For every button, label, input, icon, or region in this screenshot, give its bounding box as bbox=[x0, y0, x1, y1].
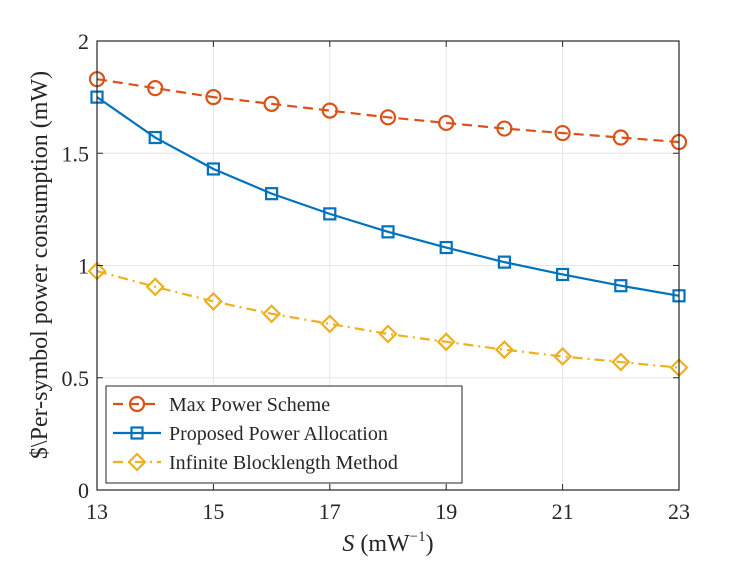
data-point bbox=[497, 255, 511, 269]
data-point bbox=[496, 120, 513, 137]
data-point bbox=[614, 279, 628, 293]
x-tick-label: 13 bbox=[86, 499, 108, 524]
data-point bbox=[262, 304, 282, 324]
legend-marker bbox=[128, 395, 146, 413]
legend-marker bbox=[130, 426, 144, 440]
tick-labels: 13 15 17 19 21 23 0 0.5 1 1.5 2 bbox=[62, 29, 691, 524]
legend-label: Proposed Power Allocation bbox=[169, 423, 388, 445]
data-point bbox=[554, 124, 571, 142]
data-point bbox=[323, 207, 337, 221]
y-tick-label: 0.5 bbox=[62, 366, 90, 391]
data-point bbox=[438, 114, 455, 132]
x-axis-label-close: ) bbox=[426, 531, 434, 557]
series-line bbox=[96, 96, 680, 297]
data-point bbox=[553, 346, 573, 366]
legend-marker bbox=[127, 452, 147, 472]
y-tick-label: 1.5 bbox=[62, 141, 90, 166]
data-point bbox=[612, 129, 629, 146]
data-point bbox=[145, 277, 165, 297]
data-point bbox=[203, 291, 223, 311]
x-axis-label-exp: −1 bbox=[410, 529, 426, 545]
x-tick-label: 21 bbox=[552, 499, 574, 524]
data-point bbox=[206, 162, 220, 176]
x-tick-label: 15 bbox=[202, 499, 224, 524]
data-point bbox=[611, 352, 631, 372]
y-tick-label: 1 bbox=[78, 254, 89, 279]
data-point bbox=[436, 332, 456, 352]
y-tick-label: 2 bbox=[78, 29, 89, 54]
legend-entry: Proposed Power Allocation bbox=[113, 423, 388, 445]
x-axis-label-var: S bbox=[342, 531, 354, 557]
series-line bbox=[96, 78, 680, 144]
tick-marks bbox=[96, 40, 680, 491]
data-point bbox=[555, 267, 570, 282]
x-axis-label: S (mW−1) bbox=[342, 529, 433, 557]
data-point bbox=[147, 80, 164, 97]
x-tick-label: 17 bbox=[319, 499, 341, 524]
x-tick-label: 19 bbox=[435, 499, 457, 524]
x-tick-label: 23 bbox=[668, 499, 690, 524]
y-tick-label: 0 bbox=[78, 478, 89, 503]
data-point bbox=[148, 130, 162, 145]
data-point bbox=[205, 89, 222, 106]
data-point bbox=[381, 225, 395, 239]
legend-entry: Max Power Scheme bbox=[113, 394, 330, 416]
data-point bbox=[439, 240, 453, 255]
data-point bbox=[494, 340, 514, 360]
legend: Max Power Scheme Proposed Power Allocatio… bbox=[105, 385, 463, 484]
series-line bbox=[96, 270, 680, 369]
y-axis-label: $\Per-symbol power consumption (mW) bbox=[27, 71, 53, 459]
legend-label: Infinite Blocklength Method bbox=[169, 452, 398, 474]
data-point bbox=[379, 109, 397, 126]
legend-label: Max Power Scheme bbox=[169, 394, 330, 416]
data-point bbox=[265, 187, 279, 201]
data-point bbox=[263, 95, 280, 112]
data-point bbox=[320, 314, 340, 334]
series-0 bbox=[88, 71, 688, 151]
series-layer bbox=[87, 71, 689, 378]
x-axis-label-unit: (mW bbox=[354, 531, 410, 557]
data-point bbox=[378, 324, 398, 344]
legend-entry: Infinite Blocklength Method bbox=[113, 452, 398, 474]
data-point bbox=[321, 102, 338, 119]
legend-box bbox=[105, 385, 463, 484]
